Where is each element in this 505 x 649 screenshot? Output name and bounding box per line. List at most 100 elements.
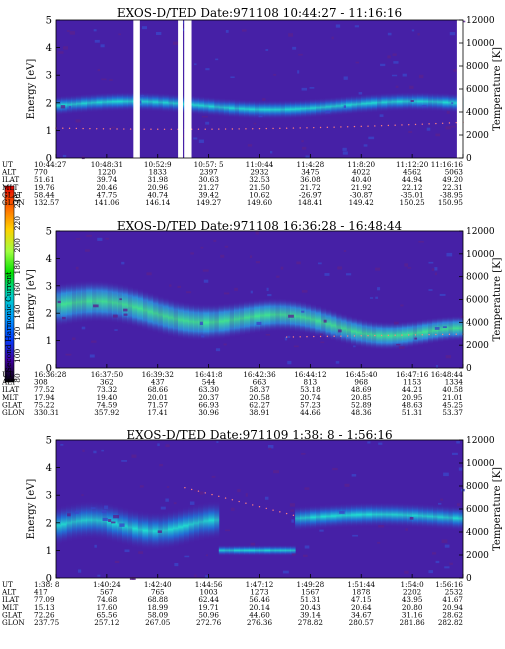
ephemeris-value: 44.60 (249, 610, 270, 619)
spectral-band (401, 321, 408, 349)
spectral-band (208, 303, 215, 341)
ephemeris-value: 10:48:31 (91, 160, 123, 169)
temperature-trace-point (238, 500, 240, 503)
noise-speck (378, 442, 383, 445)
spectral-band (396, 502, 403, 528)
panel-title: EXOS-D/TED Date:971109 1:38: 8 - 1:56:16 (126, 428, 392, 442)
spectral-band (315, 504, 322, 530)
ephemeris-row-label: ALT (1, 168, 16, 177)
ephemeris-value: 21.72 (300, 183, 321, 192)
spectral-band (213, 500, 220, 540)
noise-speck (405, 528, 408, 531)
spectral-band (96, 92, 103, 112)
ephemeris-value: 62.27 (249, 400, 270, 409)
noise-speck (194, 63, 197, 66)
noise-speck (380, 63, 386, 67)
spectral-band (371, 93, 378, 113)
y2-tick-label: 10000 (466, 250, 495, 260)
spectral-band (315, 98, 322, 118)
noise-speck (391, 74, 398, 77)
noise-speck (431, 268, 435, 271)
noise-speck (140, 94, 145, 97)
colorbar-tick-label: 160 (13, 282, 22, 297)
spectral-band (335, 311, 342, 343)
noise-speck (190, 252, 194, 255)
spectral-band (173, 93, 179, 114)
spectral-band (422, 318, 428, 346)
noise-speck (399, 346, 405, 349)
spectral-band (193, 503, 199, 543)
noise-speck (387, 55, 391, 59)
noise-speck (393, 61, 399, 64)
ephemeris-value: 10:52:9 (144, 160, 172, 169)
data-gap (458, 50, 463, 61)
noise-speck (428, 289, 433, 291)
ephemeris-value: 22.12 (402, 183, 423, 192)
temperature-trace-point (285, 127, 288, 129)
spectral-band (127, 285, 133, 327)
spectral-band (249, 99, 255, 119)
temperature-trace-point (326, 126, 329, 129)
noise-speck (444, 566, 450, 569)
spectral-band (147, 92, 154, 112)
ephemeris-value: 49.20 (442, 175, 463, 184)
spectral-band (356, 317, 362, 348)
y-axis-label: Energy [eV] (26, 269, 37, 330)
ephemeris-value: 73.32 (97, 385, 118, 394)
noise-speck (301, 452, 306, 455)
spectral-band (269, 100, 276, 120)
noise-speck (105, 237, 110, 240)
noise-speck (138, 551, 144, 554)
noise-speck (343, 105, 347, 109)
ephemeris-value: 16:41:8 (195, 370, 223, 379)
spectral-band (335, 96, 342, 116)
temperature-trace-point (353, 335, 356, 337)
temperature-trace-point (190, 488, 193, 491)
noise-speck (74, 511, 80, 514)
spectral-band (132, 509, 138, 549)
noise-speck (346, 273, 352, 276)
spectral-band (86, 500, 93, 540)
ephemeris-value: 4562 (403, 168, 421, 177)
noise-speck (114, 560, 120, 563)
noise-speck (215, 348, 221, 352)
noise-speck (304, 545, 310, 549)
spectral-band (396, 91, 403, 112)
noise-speck (108, 519, 112, 522)
noise-speck (319, 333, 323, 336)
ephemeris-value: 40.58 (442, 385, 463, 394)
noise-speck (276, 275, 280, 278)
noise-speck (119, 523, 125, 527)
ephemeris-value: 36.08 (300, 175, 321, 184)
ephemeris-value: 4022 (352, 168, 370, 177)
noise-speck (287, 360, 292, 365)
noise-speck (93, 450, 97, 454)
y-tick-label: 3 (46, 491, 52, 502)
ephemeris-value: 74.59 (97, 400, 118, 409)
spectral-band (437, 316, 444, 343)
ephemeris-value: 276.36 (247, 618, 273, 627)
ephemeris-value: -35.01 (401, 190, 424, 199)
ephemeris-value: 267.05 (145, 618, 171, 627)
ephemeris-value: 20.85 (351, 393, 372, 402)
spectral-band (208, 96, 215, 117)
spectral-band (412, 503, 418, 528)
spectral-band (427, 317, 433, 345)
noise-speck (301, 310, 305, 313)
ephemeris-value: 17.41 (147, 408, 168, 417)
spectral-band (325, 97, 332, 117)
noise-speck (111, 126, 116, 129)
temperature-trace-point (340, 335, 342, 337)
spectral-band (330, 503, 337, 529)
noise-speck (442, 326, 447, 329)
ephemeris-value: 765 (151, 588, 165, 597)
spectral-band (371, 502, 378, 527)
noise-speck (173, 41, 179, 45)
spectral-band (351, 316, 357, 347)
spectral-band (147, 292, 154, 332)
spectral-band (447, 315, 454, 342)
noise-speck (262, 98, 266, 101)
ephemeris-row-label: UT (2, 370, 13, 379)
y2-tick-label: 12000 (466, 16, 495, 26)
ephemeris-value: 51.31 (402, 408, 423, 417)
